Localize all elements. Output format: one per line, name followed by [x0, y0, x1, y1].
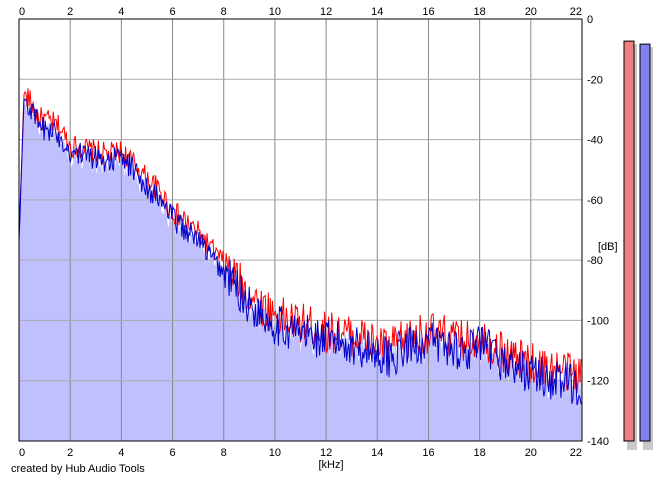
- x-tick-label-bottom: 8: [221, 447, 227, 459]
- x-tick-label-top: 0: [19, 6, 25, 18]
- x-tick-label-bottom: 6: [169, 447, 175, 459]
- y-tick-label: -100: [587, 315, 609, 327]
- x-tick-labels-top: 0 2 4 6 8 10 12 14 16 18 20 22: [19, 6, 582, 18]
- level-meter-bar: [623, 40, 635, 442]
- x-tick-label-bottom: 16: [422, 447, 434, 459]
- x-tick-label-top: 4: [118, 6, 124, 18]
- x-tick-label-top: 22: [570, 6, 582, 18]
- x-tick-label-bottom: 22: [570, 447, 582, 459]
- x-tick-label-bottom: 18: [474, 447, 486, 459]
- x-tick-label-top: 8: [221, 6, 227, 18]
- x-tick-label-top: 12: [320, 6, 332, 18]
- spectrum-fill-layer: [19, 100, 582, 442]
- y-axis-label: [dB]: [598, 241, 618, 253]
- x-tick-label-top: 18: [474, 6, 486, 18]
- y-tick-label: -60: [587, 195, 603, 207]
- x-tick-labels-bottom: 0 2 4 6 8 10 12 14 16 18 20 22: [19, 447, 582, 459]
- plot-border: [18, 18, 583, 442]
- x-tick-label-bottom: 10: [269, 447, 281, 459]
- x-tick-label-top: 16: [422, 6, 434, 18]
- credit-text: created by Hub Audio Tools: [11, 463, 145, 475]
- x-tick-label-top: 20: [525, 6, 537, 18]
- x-tick-label-top: 14: [371, 6, 383, 18]
- y-tick-label: -40: [587, 135, 603, 147]
- y-tick-label: -20: [587, 74, 603, 86]
- spectrum-fill-area: [19, 100, 582, 442]
- y-tick-label: -140: [587, 436, 609, 448]
- x-tick-label-bottom: 14: [371, 447, 383, 459]
- x-tick-label-top: 6: [169, 6, 175, 18]
- series-layer: [18, 88, 583, 406]
- y-tick-label: -80: [587, 255, 603, 267]
- x-tick-label-top: 2: [67, 6, 73, 18]
- x-tick-label-bottom: 12: [320, 447, 332, 459]
- x-tick-label-bottom: 4: [118, 447, 124, 459]
- left-channel-line: [18, 88, 583, 394]
- y-tick-labels: 0 -20 -40 -60 -80 -100 -120 -140: [587, 14, 609, 448]
- x-tick-label-bottom: 2: [67, 447, 73, 459]
- y-tick-label: 0: [587, 14, 593, 26]
- right-channel-line: [18, 98, 583, 406]
- x-tick-label-top: 10: [269, 6, 281, 18]
- x-tick-label-bottom: 0: [19, 447, 25, 459]
- y-tick-label: -120: [587, 376, 609, 388]
- level-meter-bar: [639, 43, 651, 442]
- level-meters: [623, 40, 653, 450]
- x-tick-label-bottom: 20: [525, 447, 537, 459]
- x-axis-label: [kHz]: [318, 459, 343, 471]
